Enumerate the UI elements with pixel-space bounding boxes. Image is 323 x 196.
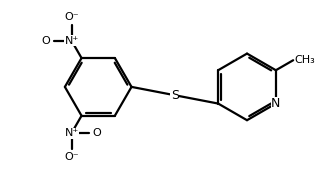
Text: N: N [271,97,281,110]
Text: O⁻: O⁻ [64,12,79,22]
Text: O: O [93,128,101,138]
Text: O: O [42,36,50,46]
Text: N⁺: N⁺ [64,128,79,138]
Text: CH₃: CH₃ [294,55,315,65]
Text: O⁻: O⁻ [64,152,79,162]
Text: N⁺: N⁺ [64,36,79,46]
Text: S: S [171,89,179,102]
